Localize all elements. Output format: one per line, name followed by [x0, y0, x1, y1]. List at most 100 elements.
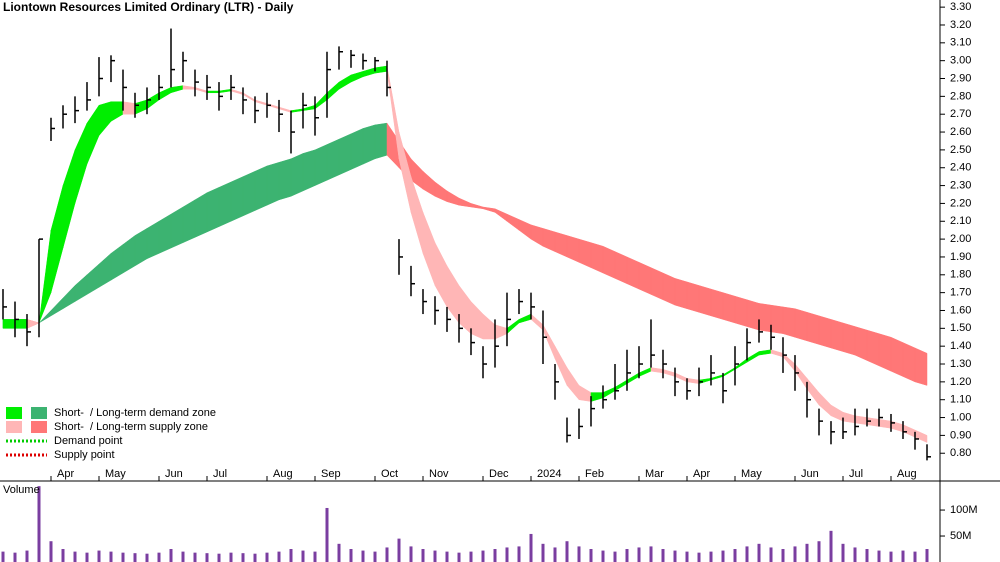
volume-bar: [253, 553, 257, 562]
y-tick-label: 3.30: [950, 1, 971, 13]
long-term-zone: [278, 158, 292, 201]
y-tick-label: 1.80: [950, 269, 971, 281]
long-term-zone: [242, 170, 256, 217]
y-tick-label: 1.90: [950, 251, 971, 263]
x-tick-label: May: [741, 468, 762, 480]
volume-bar: [601, 550, 605, 562]
y-tick-label: 50M: [950, 530, 971, 542]
legend-swatch: [31, 407, 47, 419]
volume-bar: [241, 553, 245, 562]
volume-bar: [409, 546, 413, 562]
x-tick-label: 2024: [537, 468, 561, 480]
long-term-zone: [782, 306, 796, 338]
long-term-zone: [890, 336, 904, 377]
volume-bar: [865, 549, 869, 562]
legend-label: Short-: [54, 407, 84, 419]
volume-bar: [505, 547, 509, 562]
volume-bar: [61, 549, 65, 562]
long-term-zone: [362, 124, 376, 165]
x-tick-label: Nov: [429, 468, 449, 480]
long-term-zone: [902, 342, 916, 383]
volume-bar: [13, 552, 17, 562]
legend-label: Supply point: [54, 449, 115, 461]
volume-bar: [157, 552, 161, 562]
legend-label: Demand point: [54, 435, 123, 447]
y-tick-label: 2.70: [950, 108, 971, 120]
volume-bar: [817, 541, 821, 562]
volume-bar: [445, 551, 449, 562]
x-tick-label: Jun: [165, 468, 183, 480]
y-tick-label: 0.90: [950, 429, 971, 441]
volume-bar: [289, 549, 293, 562]
volume-bar: [769, 547, 773, 562]
volume-bar: [841, 543, 845, 562]
y-tick-label: 2.00: [950, 233, 971, 245]
volume-bar: [697, 552, 701, 562]
long-term-zone: [206, 186, 220, 233]
y-tick-label: 2.30: [950, 179, 971, 191]
long-term-zone: [866, 329, 880, 367]
x-tick-label: Dec: [489, 468, 509, 480]
y-tick-label: 2.10: [950, 215, 971, 227]
long-term-zone: [290, 153, 304, 197]
volume-bar: [37, 486, 41, 562]
long-term-zone: [578, 238, 592, 269]
volume-bar: [1, 551, 5, 562]
volume-bar: [721, 550, 725, 562]
long-term-zone: [326, 138, 340, 181]
volume-bar: [637, 547, 641, 562]
long-term-zone: [170, 206, 184, 249]
x-tick-label: Apr: [693, 468, 710, 480]
long-term-zone: [770, 304, 784, 334]
y-tick-label: 2.60: [950, 126, 971, 138]
x-tick-label: Apr: [57, 468, 74, 480]
volume-bar: [121, 552, 125, 562]
long-term-zone: [878, 333, 892, 372]
long-term-zone: [830, 319, 844, 352]
long-term-zone: [350, 128, 364, 170]
long-term-zone: [746, 299, 760, 331]
long-term-zone: [158, 213, 172, 254]
long-term-zone: [914, 347, 928, 386]
volume-bar: [745, 546, 749, 562]
x-tick-label: Aug: [897, 468, 917, 480]
y-tick-label: 2.80: [950, 90, 971, 102]
volume-bar: [325, 507, 329, 562]
long-term-zone: [338, 133, 352, 176]
volume-bar: [49, 541, 53, 562]
volume-bar: [133, 553, 137, 562]
volume-bar: [613, 551, 617, 562]
long-term-zone: [806, 311, 820, 345]
x-tick-label: Aug: [273, 468, 293, 480]
short-term-zone: [14, 319, 28, 329]
y-tick-label: 2.50: [950, 144, 971, 156]
volume-bar: [649, 546, 653, 562]
volume-bar: [565, 541, 569, 562]
long-term-zone: [590, 242, 604, 274]
volume-bar: [685, 551, 689, 562]
volume-bar: [265, 552, 269, 562]
legend-label: Short-: [54, 421, 84, 433]
volume-bar: [97, 550, 101, 562]
chart-title: Liontown Resources Limited Ordinary (LTR…: [3, 0, 294, 14]
y-tick-label: 1.60: [950, 304, 971, 316]
legend-label: / Long-term supply zone: [90, 421, 208, 433]
short-term-zone: [854, 415, 868, 425]
short-term-zone: [206, 90, 220, 94]
volume-bar: [373, 551, 377, 562]
long-term-zone: [674, 278, 688, 310]
long-term-zone: [230, 176, 244, 222]
y-tick-label: 1.20: [950, 376, 971, 388]
x-tick-label: Feb: [585, 468, 604, 480]
y-tick-label: 2.40: [950, 162, 971, 174]
long-term-zone: [662, 272, 676, 306]
long-term-zone: [194, 192, 208, 238]
long-term-zone: [854, 326, 868, 361]
volume-bar: [793, 546, 797, 562]
volume-bar: [337, 543, 341, 562]
long-term-zone: [638, 261, 652, 295]
y-tick-label: 1.00: [950, 411, 971, 423]
volume-bar: [673, 550, 677, 562]
y-tick-label: 1.50: [950, 322, 971, 334]
volume-bar: [733, 549, 737, 562]
